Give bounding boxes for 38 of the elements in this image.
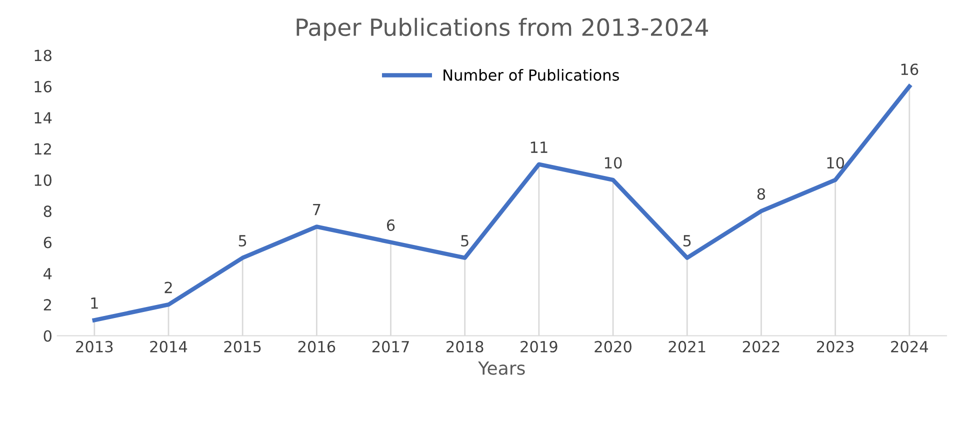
x-tick-label: 2016	[298, 340, 336, 352]
y-tick-label: 6	[44, 236, 52, 248]
line-series	[92, 84, 912, 322]
data-label: 11	[530, 142, 548, 153]
y-tick-label: 14	[34, 112, 52, 124]
y-tick-label: 16	[34, 80, 52, 92]
x-axis-title: Years	[478, 362, 525, 375]
data-label: 6	[386, 219, 395, 231]
x-tick-label: 2018	[446, 340, 484, 352]
x-tick-label: 2024	[891, 340, 928, 352]
data-label: 5	[238, 235, 246, 247]
y-tick-label: 18	[34, 50, 52, 62]
x-tick-label: 2015	[224, 340, 261, 352]
x-tick-label: 2013	[76, 340, 113, 352]
x-tick-label: 2019	[520, 340, 558, 352]
x-tick-label: 2020	[594, 340, 632, 352]
data-label: 2	[164, 282, 172, 294]
x-tick-label: 2022	[742, 340, 780, 352]
y-tick-label: 10	[34, 174, 52, 186]
y-tick-label: 8	[44, 206, 52, 218]
data-label: 10	[827, 157, 844, 169]
legend-label: Number of Publications	[444, 69, 619, 81]
data-label: 16	[901, 64, 918, 76]
y-tick-label: 2	[44, 299, 51, 310]
chart-title: Paper Publications from 2013-2024	[296, 18, 708, 41]
x-tick-label: 2021	[668, 340, 706, 352]
data-label: 5	[461, 235, 468, 247]
data-label: 8	[757, 188, 766, 200]
y-tick-label: 0	[44, 330, 52, 342]
data-label: 1	[91, 298, 98, 309]
x-tick-label: 2014	[150, 340, 188, 352]
data-label: 10	[604, 157, 622, 169]
data-label: 5	[683, 235, 691, 247]
data-label: 7	[313, 204, 320, 216]
x-tick-label: 2023	[816, 340, 854, 352]
x-tick-label: 2017	[372, 340, 409, 352]
y-tick-label: 4	[44, 268, 52, 280]
y-tick-label: 12	[34, 143, 51, 155]
